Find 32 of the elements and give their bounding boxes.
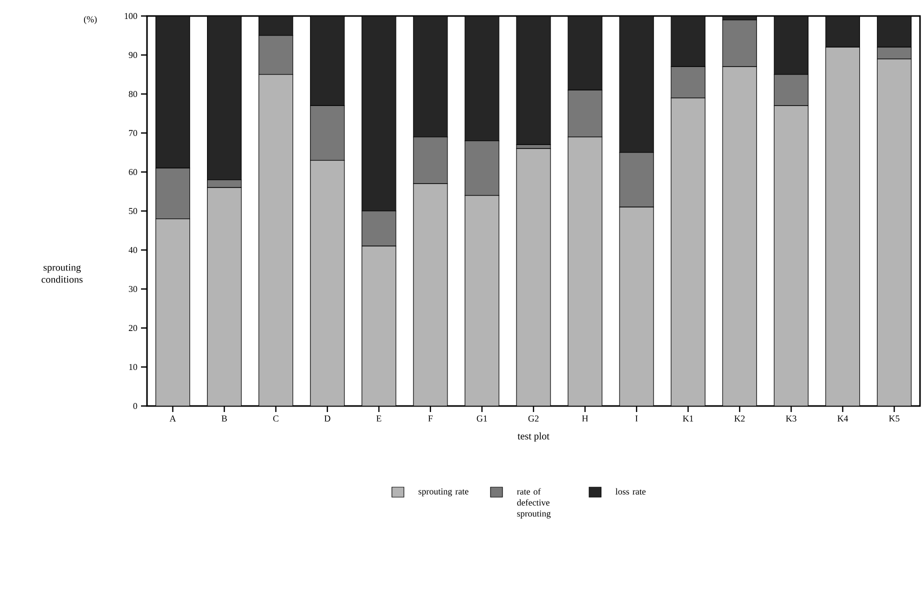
y-tick-label: 70 — [129, 130, 138, 136]
y-tick-label: 60 — [128, 168, 138, 176]
x-tick-label: C — [273, 416, 278, 422]
y-tick-label: 50 — [128, 208, 138, 214]
x-axis-title: test plot — [518, 432, 550, 442]
x-tick-label: H — [582, 416, 588, 422]
y-tick-label: 80 — [128, 90, 138, 98]
y-axis-title: sprouting conditions — [42, 264, 83, 283]
y-tick-label: 100 — [124, 12, 138, 20]
legend-label: rate of defective sprouting — [516, 488, 551, 518]
x-tick-label: K3 — [786, 416, 796, 422]
legend-label: loss rate — [616, 488, 646, 495]
x-tick-label: K5 — [889, 416, 900, 422]
x-tick-label: K1 — [682, 416, 694, 422]
y-tick-label: 30 — [128, 286, 138, 292]
x-tick-label: G1 — [476, 416, 487, 422]
x-tick-label: I — [635, 416, 638, 422]
x-tick-label: B — [222, 416, 227, 422]
text: (%) — [84, 16, 97, 24]
x-tick-label: D — [324, 416, 330, 422]
y-tick-label: 40 — [128, 246, 138, 254]
y-tick-label: 0 — [133, 402, 138, 410]
x-tick-label: K2 — [734, 416, 745, 422]
y-tick-label: 20 — [128, 324, 138, 332]
x-tick-label: G2 — [528, 416, 538, 422]
y-tick-label: 90 — [128, 52, 138, 58]
y-tick-label: 10 — [129, 364, 138, 370]
x-tick-label: E — [376, 416, 382, 422]
x-tick-label: A — [170, 416, 176, 422]
x-tick-label: F — [428, 416, 433, 422]
x-tick-label: K4 — [837, 416, 848, 422]
legend-label: sprouting rate — [418, 488, 468, 496]
